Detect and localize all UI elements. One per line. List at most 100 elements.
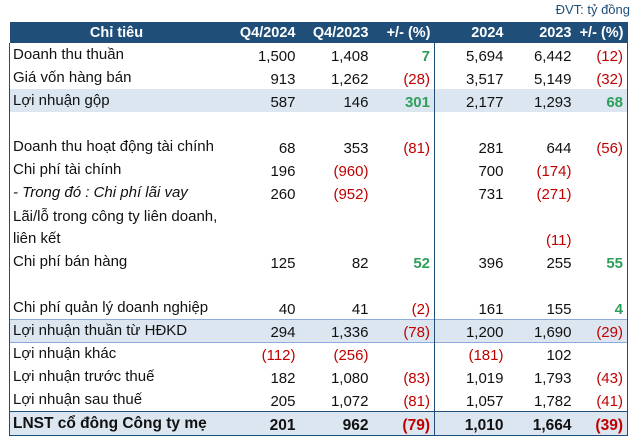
cell-year-2023: 1,690: [507, 318, 576, 342]
cell-q4-2023: (960): [333, 163, 369, 180]
cell-change-quarter: [373, 181, 435, 204]
cell-year-2024: 281: [434, 112, 508, 158]
cell-year-2023: 1,293: [507, 89, 576, 112]
row-label: Chi phí bán hàng: [9, 250, 224, 273]
cell-q4-2024: 913: [270, 71, 296, 88]
row-label: Lợi nhuận khác: [9, 341, 224, 365]
cell-change-quarter: [373, 158, 435, 181]
cell-change-year: (43): [575, 365, 628, 388]
table-row: Lãi/lỗ trong công ty liên doanh, liên kế…: [9, 204, 628, 250]
cell-q4-2024: (112): [223, 341, 300, 365]
cell-q4-2023: (952): [333, 186, 369, 203]
cell-q4-2024: 1,500: [257, 48, 296, 65]
cell-q4-2023: 1,336: [299, 318, 373, 342]
cell-q4-2023: 146: [299, 89, 373, 112]
table-row: Giá vốn hàng bán 913 1,262 (28) 3,517 5,149 (3…: [9, 66, 628, 89]
table-row: - Trong đó : Chi phí lãi vay 260 (952) 731 (…: [9, 181, 628, 204]
header-row: Chỉ tiêu Q4/2024 Q4/2023 +/- (%) 2024 20…: [9, 22, 628, 43]
table-row: Lợi nhuận thuần từ HĐKD 294 1,336 (78) 1,200…: [9, 318, 628, 342]
cell-year-2023: 155: [546, 300, 572, 318]
row-label: LNST cổ đông Công ty mẹ: [9, 410, 224, 436]
cell-year-2024: 1,010: [434, 410, 508, 436]
header-change-quarter: +/- (%): [372, 22, 435, 43]
cell-year-2023: (11): [545, 232, 572, 249]
cell-year-2024: 700: [434, 158, 508, 181]
cell-change-quarter: (79): [372, 410, 435, 436]
cell-change-year: (12): [575, 43, 628, 66]
row-label: Lợi nhuận gộp: [9, 89, 224, 112]
cell-change-quarter: (28): [403, 71, 430, 88]
cell-change-year: (29): [575, 318, 628, 342]
cell-change-quarter: (2): [411, 300, 430, 318]
cell-change-year: (39): [575, 410, 628, 436]
row-label: Chi phí quản lý doanh nghiệp: [9, 273, 224, 319]
row-label: Chi phí tài chính: [9, 158, 224, 181]
header-q4-2024: Q4/2024: [223, 22, 300, 43]
cell-q4-2024: 294: [223, 318, 300, 342]
table-row: Lợi nhuận trước thuế 182 1,080 (83) 1,019 1,7…: [9, 365, 628, 388]
cell-q4-2023: 41: [351, 300, 369, 318]
row-label: - Trong đó : Chi phí lãi vay: [9, 181, 224, 204]
cell-change-year: 55: [575, 250, 628, 273]
row-label: Lợi nhuận sau thuế: [9, 388, 224, 411]
cell-change-year: [575, 204, 628, 250]
cell-year-2024: (181): [434, 341, 508, 365]
cell-year-2023: 1,664: [507, 410, 576, 436]
header-year-2023: 2023: [507, 22, 576, 43]
unit-label: ĐVT: tỷ đồng: [555, 2, 630, 17]
cell-q4-2024: 587: [223, 89, 300, 112]
row-label: Lợi nhuận thuần từ HĐKD: [9, 318, 224, 342]
cell-year-2023: (174): [536, 163, 572, 180]
cell-q4-2024: 260: [270, 186, 296, 203]
cell-year-2023: 644: [546, 140, 572, 157]
cell-q4-2024: 68: [278, 140, 296, 157]
row-label: Lãi/lỗ trong công ty liên doanh, liên kế…: [9, 204, 224, 250]
cell-change-year: (32): [575, 66, 628, 89]
cell-q4-2023: 1,080: [330, 370, 369, 387]
table-row: Chi phí bán hàng 125 82 52 396 255 55: [9, 250, 628, 273]
row-label: Doanh thu hoạt động tài chính: [9, 112, 224, 158]
table-row: Doanh thu hoạt động tài chính 68 353 (81) 28…: [9, 112, 628, 158]
cell-q4-2024: 182: [270, 370, 296, 387]
cell-q4-2024: 201: [223, 410, 300, 436]
cell-change-quarter: (81): [403, 392, 430, 410]
table-row: Lợi nhuận sau thuế 205 1,072 (81) 1,057 1,782…: [9, 388, 628, 411]
cell-change-year: [575, 158, 628, 181]
table-row: Lợi nhuận gộp 587 146 301 2,177 1,293 68: [9, 89, 628, 112]
cell-change-quarter: 301: [372, 89, 435, 112]
cell-change-year: (56): [575, 112, 628, 158]
cell-change-year: 68: [575, 89, 628, 112]
cell-change-year: 4: [575, 273, 628, 319]
cell-year-2024: 396: [434, 250, 508, 273]
cell-q4-2024: 196: [270, 163, 296, 180]
cell-year-2023: 102: [507, 341, 576, 365]
cell-q4-2023: 353: [343, 140, 369, 157]
row-label: Lợi nhuận trước thuế: [9, 365, 224, 388]
cell-year-2023: 1,793: [533, 370, 572, 387]
cell-q4-2023: 82: [351, 255, 369, 272]
cell-q4-2023: [300, 204, 373, 250]
cell-year-2024: 1,200: [434, 318, 508, 342]
cell-change-quarter: 7: [421, 48, 430, 65]
cell-change-quarter: (81): [403, 140, 430, 157]
header-year-2024: 2024: [434, 22, 508, 43]
cell-year-2024: 1,057: [434, 388, 508, 411]
cell-year-2024: 3,517: [434, 66, 508, 89]
table-row: Chi phí quản lý doanh nghiệp 40 41 (2) 161 15…: [9, 273, 628, 319]
total-row: LNST cổ đông Công ty mẹ 201 962 (79) 1,010 1,…: [9, 410, 628, 436]
cell-q4-2023: 1,072: [330, 392, 369, 410]
cell-change-quarter: (78): [372, 318, 435, 342]
cell-year-2023: 6,442: [533, 48, 572, 65]
cell-year-2024: 2,177: [434, 89, 508, 112]
cell-change-year: [575, 341, 628, 365]
cell-q4-2024: 40: [278, 300, 296, 318]
cell-change-quarter: [372, 341, 435, 365]
cell-q4-2024: 205: [270, 392, 296, 410]
row-label: Doanh thu thuần: [9, 43, 224, 66]
cell-q4-2023: 1,408: [330, 48, 369, 65]
cell-year-2024: 731: [434, 181, 508, 204]
table-row: Chi phí tài chính 196 (960) 700 (174): [9, 158, 628, 181]
cell-q4-2023: (256): [299, 341, 373, 365]
cell-year-2023: 1,782: [533, 392, 572, 410]
cell-year-2024: [434, 204, 508, 250]
